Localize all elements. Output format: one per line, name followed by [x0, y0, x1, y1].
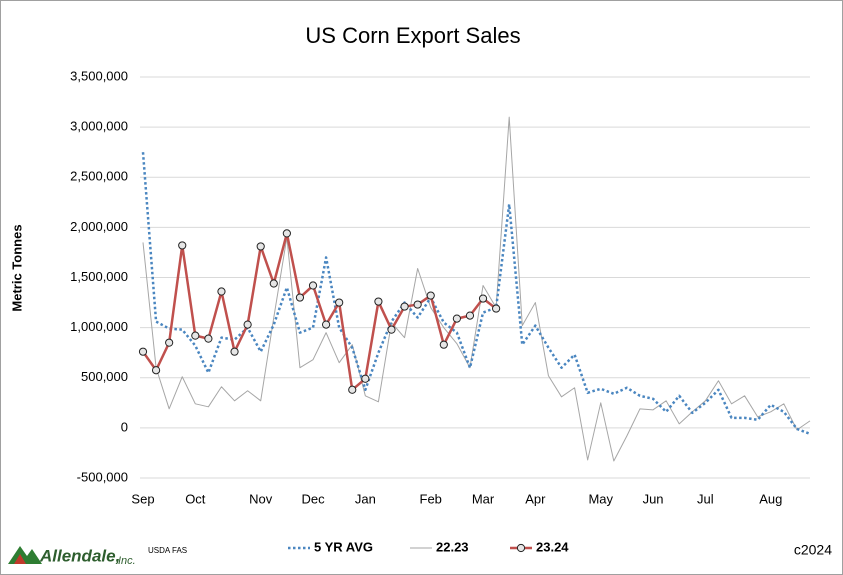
data-point — [465, 311, 475, 320]
y-axis-label: Metric Tonnes — [9, 224, 24, 311]
data-point — [243, 320, 252, 329]
series-line — [141, 152, 811, 436]
logo: Allendale, Inc. — [8, 546, 136, 567]
copyright: c2024 — [794, 542, 832, 558]
data-point — [256, 242, 265, 251]
legend-label: 5 YR AVG — [314, 539, 373, 554]
data-point — [348, 385, 357, 394]
data-point — [217, 287, 226, 296]
data-point — [439, 340, 448, 349]
x-tick-label: Apr — [525, 491, 546, 506]
x-tick-label: Jul — [697, 491, 714, 506]
data-point — [230, 347, 239, 356]
data-point — [374, 297, 383, 306]
y-tick-label: 500,000 — [81, 369, 128, 384]
data-point — [178, 241, 187, 250]
data-point — [165, 338, 174, 347]
data-point — [321, 320, 331, 329]
y-tick-label: 1,500,000 — [70, 269, 128, 284]
legend-item: 5 YR AVG — [288, 539, 373, 554]
y-tick-label: 2,500,000 — [70, 169, 128, 184]
legend-item: 22.23 — [410, 539, 469, 554]
x-tick-label: Feb — [420, 491, 442, 506]
logo-name: Allendale, — [39, 546, 120, 565]
y-tick-label: 2,000,000 — [70, 219, 128, 234]
data-point — [478, 294, 488, 303]
data-point — [400, 302, 409, 311]
source: USDA FAS — [148, 546, 187, 555]
data-point — [151, 366, 161, 375]
data-point — [191, 331, 200, 340]
data-point — [387, 325, 396, 334]
data-point — [361, 374, 370, 383]
x-tick-label: Sep — [131, 491, 154, 506]
data-point — [269, 279, 278, 288]
logo-icon — [8, 546, 42, 564]
data-point — [282, 229, 291, 238]
x-tick-label: Jan — [355, 491, 376, 506]
y-tick-label: 1,000,000 — [70, 319, 128, 334]
legend-marker — [516, 543, 526, 553]
data-point — [295, 293, 305, 302]
x-tick-label: Oct — [185, 491, 206, 506]
x-tick-label: May — [588, 491, 613, 506]
data-point — [426, 291, 435, 300]
logo-icon-accent — [14, 554, 26, 564]
y-tick-label: -500,000 — [77, 469, 128, 484]
y-tick-label: 0 — [121, 419, 128, 434]
x-tick-label: Jun — [643, 491, 664, 506]
data-point — [452, 314, 461, 323]
data-point — [204, 334, 213, 343]
x-tick-label: Dec — [301, 491, 325, 506]
data-point — [308, 281, 318, 290]
x-tick-label: Nov — [249, 491, 273, 506]
data-point — [335, 298, 344, 307]
legend-label: 23.24 — [536, 539, 569, 554]
data-point — [413, 300, 422, 309]
series-line — [141, 232, 497, 392]
data-point — [138, 347, 148, 356]
x-tick-label: Mar — [472, 491, 495, 506]
legend-item: 23.24 — [510, 539, 569, 554]
data-point — [492, 304, 501, 313]
chart-title: US Corn Export Sales — [305, 23, 520, 48]
logo-suffix: Inc. — [118, 555, 136, 567]
y-tick-label: 3,500,000 — [70, 68, 128, 83]
x-tick-label: Aug — [759, 491, 782, 506]
legend-label: 22.23 — [436, 539, 469, 554]
y-tick-label: 3,000,000 — [70, 119, 128, 134]
